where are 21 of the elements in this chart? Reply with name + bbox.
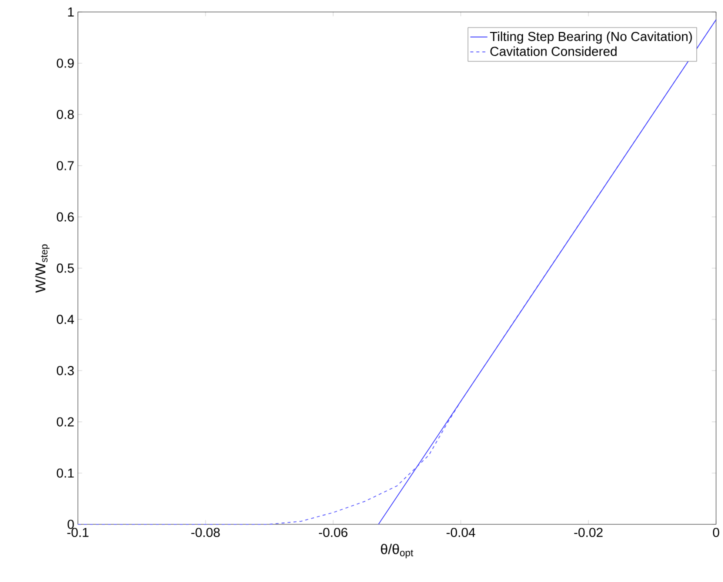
y-tick-label: 0.6 [56, 212, 74, 222]
y-tick-label: 0.7 [56, 160, 74, 170]
y-tick-label: 0.3 [56, 366, 74, 376]
x-tick-label: 0 [712, 528, 720, 537]
y-tick-label: 0 [68, 520, 74, 529]
y-tick-label: 0.5 [56, 263, 74, 273]
x-tick-label: -0.04 [446, 528, 476, 537]
y-tick-label: 0.2 [56, 417, 74, 426]
y-tick-label: 0.9 [56, 58, 74, 68]
y-tick-label: 0.8 [56, 110, 74, 119]
y-tick-label: 1 [68, 7, 74, 16]
legend-label: Cavitation Considered [490, 46, 617, 56]
x-tick-label: -0.02 [574, 528, 603, 537]
x-tick-label: -0.1 [67, 528, 88, 537]
y-axis-title: W/W$_{step}$ [35, 244, 50, 293]
y-tick-label: 0.1 [56, 468, 74, 478]
x-tick-label: -0.08 [191, 528, 220, 537]
y-tick-label: 0.4 [56, 314, 74, 324]
x-tick-label: -0.06 [318, 528, 348, 537]
legend-label: Tilting Step Bearing (No Cavitation) [490, 31, 692, 44]
x-axis-title: θ/θ$_{opt}$ [380, 544, 414, 558]
